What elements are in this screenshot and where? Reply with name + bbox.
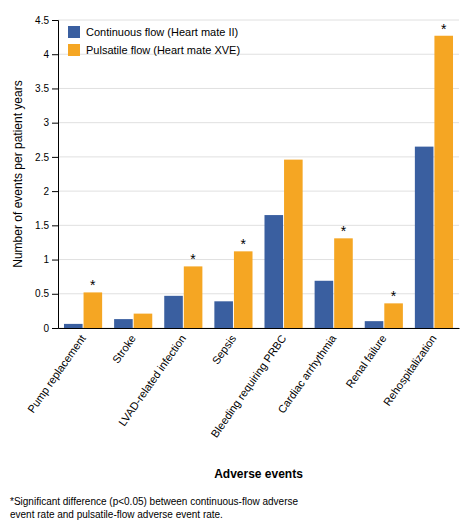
annotation: * (90, 277, 96, 293)
x-tick: Renal failure (343, 332, 388, 389)
y-tick: 3 (43, 117, 58, 128)
y-axis: 0 0.5 1 1.5 2 2.5 3 3.5 4 4.5 (35, 15, 58, 334)
legend-item: Pulsatile flow (Heart mate XVE) (68, 44, 240, 56)
annotation: * (190, 251, 196, 267)
x-tick: Stroke (110, 332, 138, 365)
y-tick: 1.5 (35, 220, 58, 231)
y-tick-label: 3 (43, 117, 49, 128)
bar (214, 301, 233, 328)
y-tick: 1 (43, 254, 58, 265)
grid-line (58, 20, 459, 21)
x-tick: Rehospitalization (381, 332, 439, 408)
bar (184, 266, 203, 328)
y-tick-mark (52, 157, 58, 158)
y-tick: 4.5 (35, 15, 58, 26)
y-tick-label: 0.5 (35, 288, 49, 299)
x-tick: Pump replacement (25, 332, 88, 415)
legend-swatch (68, 44, 80, 56)
chart: 0 0.5 1 1.5 2 2.5 3 3.5 4 4.5 Pump replacement Stro… (0, 0, 474, 528)
y-tick-label: 0 (43, 323, 49, 334)
y-tick-label: 4 (43, 49, 49, 60)
y-tick: 0.5 (35, 288, 58, 299)
bar (415, 147, 434, 328)
x-axis: Pump replacement StrokeLVAD-related infec… (25, 329, 459, 440)
grid-line (58, 191, 459, 192)
bar (434, 36, 453, 328)
bar (315, 281, 334, 328)
x-axis-title: Adverse events (214, 467, 303, 481)
x-tick-label: Sepsis (209, 332, 238, 366)
bar (134, 314, 153, 328)
legend-label: Pulsatile flow (Heart mate XVE) (86, 44, 240, 56)
y-tick-label: 4.5 (35, 15, 49, 26)
y-tick-label: 1.5 (35, 220, 49, 231)
y-tick-mark (52, 225, 58, 226)
grid (58, 20, 459, 328)
x-tick-label: Bleeding requiring PRBC (208, 332, 288, 439)
y-tick-label: 2 (43, 186, 49, 197)
bar-series (64, 147, 433, 328)
y-tick-label: 2.5 (35, 152, 49, 163)
x-tick: Bleeding requiring PRBC (208, 332, 288, 439)
x-tick: Sepsis (209, 332, 238, 366)
x-tick-label: Rehospitalization (381, 332, 439, 408)
bar (384, 303, 403, 328)
bar (365, 321, 384, 328)
annotation: * (441, 21, 447, 37)
y-tick: 3.5 (35, 83, 58, 94)
bars (64, 36, 453, 328)
y-tick-label: 1 (43, 254, 49, 265)
grid-line (58, 88, 459, 89)
y-tick-mark (52, 328, 58, 329)
grid-line (58, 259, 459, 260)
y-tick-mark (52, 54, 58, 55)
bar (234, 251, 253, 328)
x-tick-label: Cardiac arrhythmia (275, 332, 339, 416)
x-tick-label: Pump replacement (25, 332, 88, 415)
y-tick: 4 (43, 49, 58, 60)
y-axis-line (52, 21, 59, 329)
bar-series (84, 36, 453, 328)
grid-line (58, 122, 459, 123)
plot: 0 0.5 1 1.5 2 2.5 3 3.5 4 4.5 Pump replacement Stro… (25, 15, 459, 440)
y-tick: 0 (43, 323, 58, 334)
y-tick-mark (52, 20, 58, 21)
y-tick-mark (52, 294, 58, 295)
annotation: * (391, 288, 397, 304)
footnote-line: event rate and pulsatile-flow adverse ev… (10, 509, 223, 520)
bar (64, 324, 83, 328)
bar (284, 160, 303, 328)
y-tick: 2 (43, 186, 58, 197)
x-tick: Cardiac arrhythmia (275, 332, 339, 416)
bar (264, 215, 283, 328)
y-tick-label: 3.5 (35, 83, 49, 94)
legend-swatch (68, 26, 80, 38)
legend-label: Continuous flow (Heart mate II) (86, 26, 238, 38)
legend-item: Continuous flow (Heart mate II) (68, 26, 238, 38)
grid-line (58, 156, 459, 157)
x-tick: LVAD-related infection (116, 332, 188, 428)
y-tick-mark (52, 88, 58, 89)
footnote: *Significant difference (p<0.05) between… (10, 496, 298, 520)
y-tick: 2.5 (35, 152, 58, 163)
bar (164, 296, 183, 328)
y-tick-mark (52, 123, 58, 124)
x-tick-label: LVAD-related infection (116, 332, 188, 428)
footnote-line: *Significant difference (p<0.05) between… (10, 496, 298, 507)
annotation: * (240, 236, 246, 252)
annotation: * (341, 223, 347, 239)
grid-line (58, 225, 459, 226)
x-tick-label: Stroke (110, 332, 138, 365)
y-tick-mark (52, 191, 58, 192)
x-axis-line (59, 328, 460, 329)
annotations: * * * * * * (90, 21, 447, 305)
x-tick-label: Renal failure (343, 332, 388, 389)
bar (114, 319, 133, 328)
bar (334, 238, 353, 328)
grid-line (58, 293, 459, 294)
y-axis-title: Number of events per patient years (11, 80, 25, 267)
legend: Continuous flow (Heart mate II) Pulsatile… (68, 26, 240, 56)
y-tick-mark (52, 260, 58, 261)
bar (84, 292, 103, 328)
